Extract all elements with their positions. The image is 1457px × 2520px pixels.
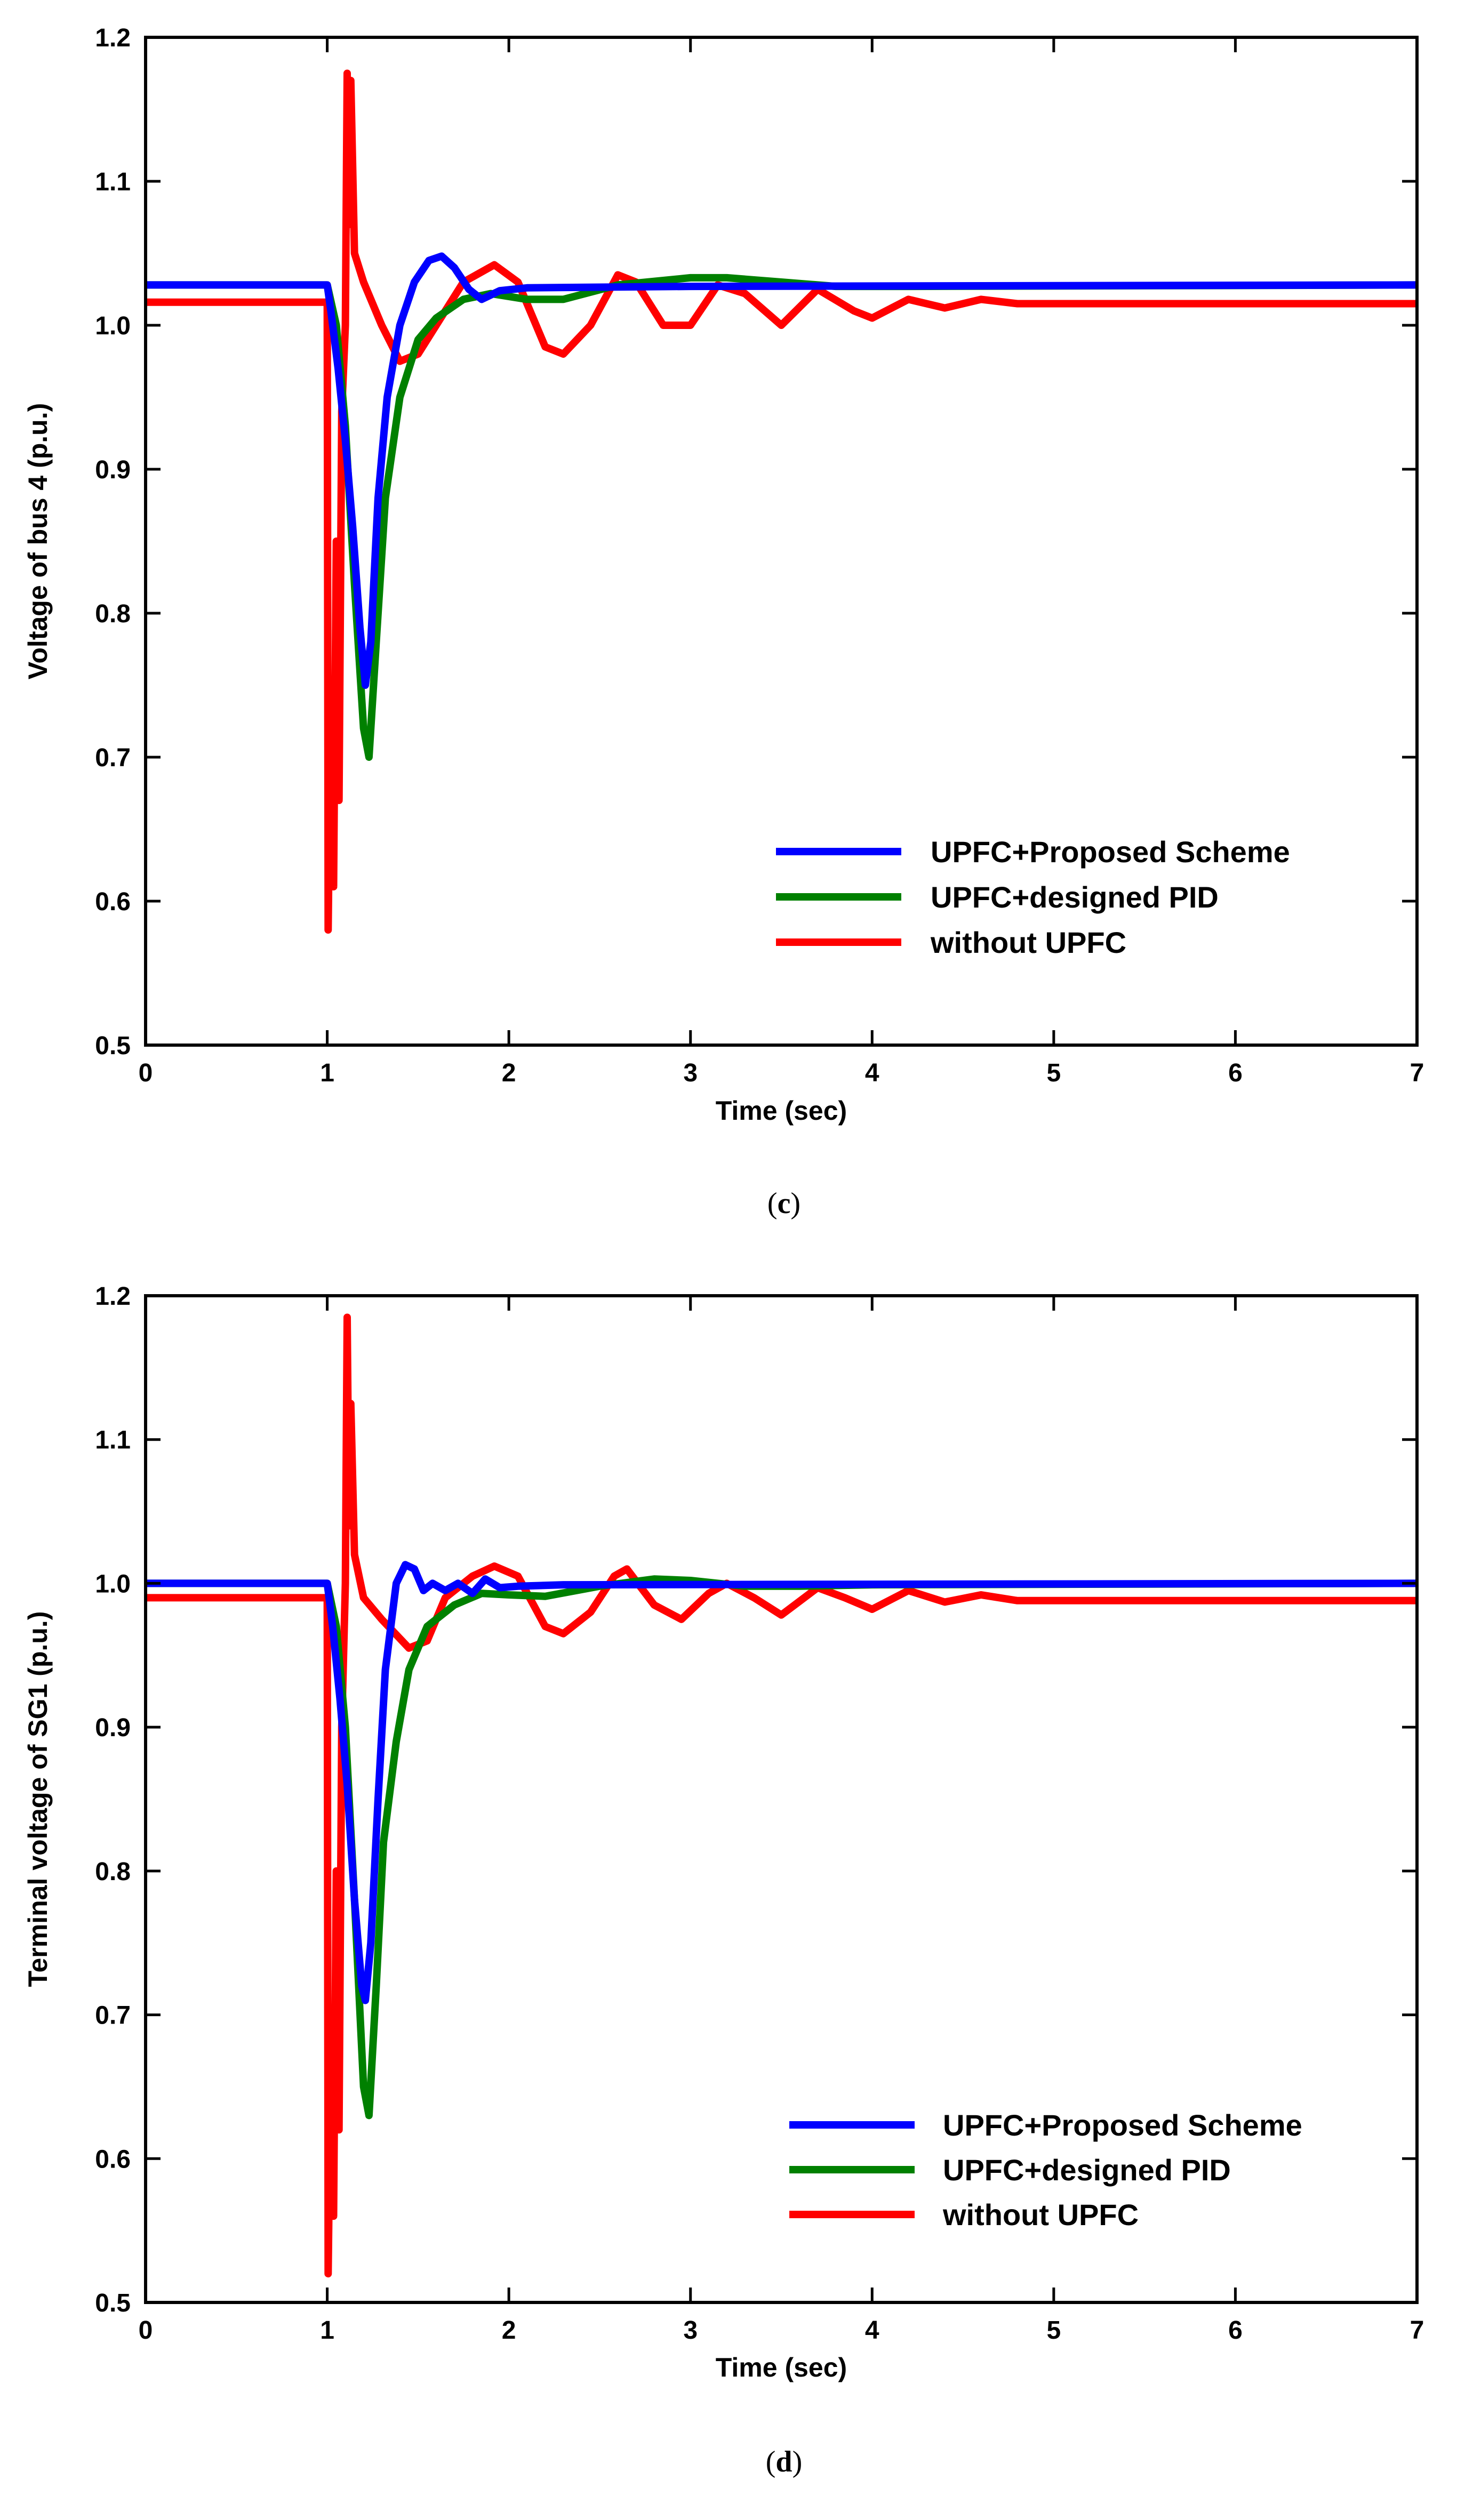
y-axis-label: Terminal voltage of SG1 (p.u.) (23, 1611, 53, 1987)
y-tick-label: 0.5 (95, 1032, 131, 1060)
y-tick-label: 1.1 (95, 1426, 131, 1455)
legend-entry-upfc-proposed-scheme: UPFC+Proposed Scheme (776, 835, 1290, 869)
x-tick-label: 6 (1228, 2316, 1243, 2345)
y-tick-label: 0.7 (95, 744, 131, 772)
x-ticks: 0 1 2 3 4 5 6 7 (139, 1296, 1424, 2345)
series-line-upfc-proposed-scheme (146, 252, 1417, 689)
y-tick-label: 1.2 (95, 24, 131, 52)
series-layer (146, 69, 1417, 934)
x-tick-label: 1 (320, 2316, 334, 2345)
legend-entry-upfc-proposed-scheme: UPFC+Proposed Scheme (789, 2108, 1302, 2142)
plot-frame (144, 36, 1419, 1047)
legend-label: without UPFC (942, 2198, 1139, 2232)
y-tick-label: 1.0 (95, 312, 131, 340)
legend-label: UPFC+Proposed Scheme (943, 2108, 1302, 2142)
legend-entry-upfc-designed-pid: UPFC+designed PID (776, 880, 1219, 914)
x-tick-label: 4 (865, 1059, 879, 1087)
figure-caption: (c) (767, 1187, 800, 1220)
legend: UPFC+Proposed Scheme UPFC+designed PID w… (789, 2108, 1302, 2232)
x-axis-label: Time (sec) (716, 1096, 847, 1126)
plot-frame (144, 1294, 1419, 2304)
y-ticks: 0.5 0.6 0.7 0.8 0.9 1.0 1.1 1.2 (95, 24, 1417, 1060)
y-ticks: 0.5 0.6 0.7 0.8 0.9 1.0 1.1 1.2 (95, 1282, 1417, 2317)
legend-label: UPFC+Proposed Scheme (931, 835, 1290, 869)
series-line-without-upfc (146, 1313, 1417, 2278)
x-tick-label: 1 (320, 1059, 334, 1087)
y-tick-label: 0.5 (95, 2289, 131, 2317)
legend-entry-without-upfc: without UPFC (789, 2198, 1139, 2232)
plot-area: 0 1 2 3 4 5 6 7 0.5 0.6 0.7 0.8 0.9 1.0 1.1 1.2 Time (… (23, 1282, 1424, 2382)
x-tick-label: 2 (502, 1059, 516, 1087)
series-line-without-upfc (146, 69, 1417, 934)
x-tick-label: 2 (502, 2316, 516, 2345)
x-tick-label: 6 (1228, 1059, 1243, 1087)
y-tick-label: 0.9 (95, 456, 131, 484)
chart-panel-c: 0 1 2 3 4 5 6 7 0.5 0.6 0.7 0.8 0.9 1.0 1.1 1.2 Time (… (23, 24, 1424, 1220)
legend-entry-upfc-designed-pid: UPFC+designed PID (789, 2153, 1231, 2187)
y-tick-label: 1.2 (95, 1282, 131, 1311)
legend-label: UPFC+designed PID (931, 880, 1219, 914)
x-tick-label: 5 (1047, 1059, 1061, 1087)
legend-label: UPFC+designed PID (943, 2153, 1231, 2187)
legend-entry-without-upfc: without UPFC (776, 926, 1126, 959)
x-tick-label: 5 (1047, 2316, 1061, 2345)
x-ticks: 0 1 2 3 4 5 6 7 (139, 37, 1424, 1087)
x-axis-label: Time (sec) (716, 2353, 847, 2382)
y-axis-label: Voltage of bus 4 (p.u.) (23, 403, 53, 680)
caption-letter: c (778, 1187, 791, 1220)
y-tick-label: 0.8 (95, 1858, 131, 1886)
x-tick-label: 0 (139, 2316, 153, 2345)
legend-label: without UPFC (930, 926, 1126, 959)
x-tick-label: 0 (139, 1059, 153, 1087)
y-tick-label: 1.0 (95, 1570, 131, 1598)
y-tick-label: 0.7 (95, 2002, 131, 2030)
caption-letter: d (775, 2445, 792, 2478)
x-tick-label: 4 (865, 2316, 879, 2345)
x-tick-label: 3 (683, 1059, 698, 1087)
x-tick-label: 3 (683, 2316, 698, 2345)
x-tick-label: 7 (1410, 1059, 1424, 1087)
chart-panel-d: 0 1 2 3 4 5 6 7 0.5 0.6 0.7 0.8 0.9 1.0 1.1 1.2 Time (… (23, 1282, 1424, 2478)
x-tick-label: 7 (1410, 2316, 1424, 2345)
y-tick-label: 0.6 (95, 2145, 131, 2173)
legend: UPFC+Proposed Scheme UPFC+designed PID w… (776, 835, 1290, 959)
y-tick-label: 0.9 (95, 1714, 131, 1742)
y-tick-label: 1.1 (95, 168, 131, 196)
y-tick-label: 0.6 (95, 888, 131, 916)
figure-caption: (d) (766, 2445, 802, 2478)
plot-area: 0 1 2 3 4 5 6 7 0.5 0.6 0.7 0.8 0.9 1.0 1.1 1.2 Time (… (23, 24, 1424, 1126)
series-layer (146, 1313, 1417, 2278)
series-line-upfc-proposed-scheme (146, 1561, 1417, 2004)
y-tick-label: 0.8 (95, 600, 131, 628)
